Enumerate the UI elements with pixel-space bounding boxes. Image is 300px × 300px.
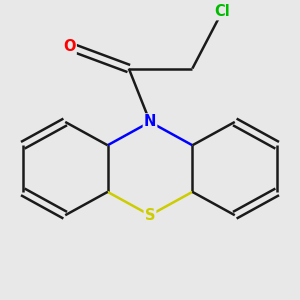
Text: N: N: [144, 114, 156, 129]
Text: Cl: Cl: [214, 4, 230, 19]
Text: S: S: [145, 208, 155, 223]
Text: O: O: [63, 39, 76, 54]
